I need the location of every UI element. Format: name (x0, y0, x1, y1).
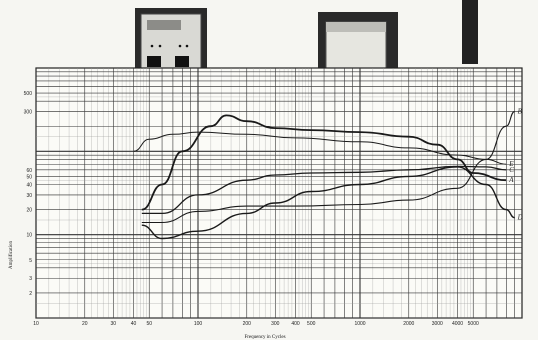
curve-c (141, 165, 507, 215)
y-tick-label: 500 (24, 91, 33, 97)
response-curves (133, 111, 515, 240)
y-tick-label: 10 (26, 233, 32, 239)
x-tick-label: 3000 (432, 321, 443, 327)
x-tick-label: 300 (271, 321, 280, 327)
curve-label-b: B (518, 108, 523, 116)
curve-a (141, 114, 507, 211)
x-axis-ticks: 10 20 30 40 50 100 200 300 400 500 1000 2000 3000 400… (33, 321, 479, 327)
x-tick-label: 4000 (452, 321, 463, 327)
x-tick-label: 2000 (403, 321, 414, 327)
y-axis-title: Amplification (9, 240, 14, 269)
curve-labels: A B C D E (508, 108, 522, 222)
y-tick-label: 20 (26, 208, 32, 214)
chart-grid (35, 67, 523, 319)
curve-label-e: E (508, 160, 514, 168)
y-tick-label: 60 (26, 168, 32, 174)
y-tick-label: 30 (26, 193, 32, 199)
x-tick-label: 500 (307, 321, 316, 327)
y-tick-label: 5 (29, 258, 32, 264)
y-tick-label: 300 (24, 110, 33, 116)
y-tick-label: 3 (29, 276, 32, 282)
curve-label-d: D (517, 214, 523, 222)
curve-e (133, 131, 507, 165)
x-tick-label: 5000 (468, 321, 479, 327)
curve-b (141, 111, 515, 224)
y-tick-label: 40 (26, 182, 32, 188)
x-tick-label: 100 (194, 321, 203, 327)
plot-frame (35, 67, 523, 319)
x-tick-label: 1000 (354, 321, 365, 327)
x-tick-label: 200 (243, 321, 252, 327)
x-tick-label: 20 (82, 321, 88, 327)
curve-d (141, 166, 515, 240)
x-tick-label: 10 (33, 321, 39, 327)
curve-label-a: A (508, 176, 514, 184)
curve-label-c: C (509, 166, 514, 174)
x-tick-label: 50 (146, 321, 152, 327)
x-axis-title: Frequency in Cycles (244, 335, 285, 340)
x-tick-label: 30 (111, 321, 117, 327)
x-tick-label: 400 (291, 321, 300, 327)
y-tick-label: 2 (29, 291, 32, 297)
y-tick-label: 50 (26, 174, 32, 180)
photo-fragment (462, 0, 478, 64)
amplifier-photo-left (135, 8, 207, 78)
x-tick-label: 40 (131, 321, 137, 327)
